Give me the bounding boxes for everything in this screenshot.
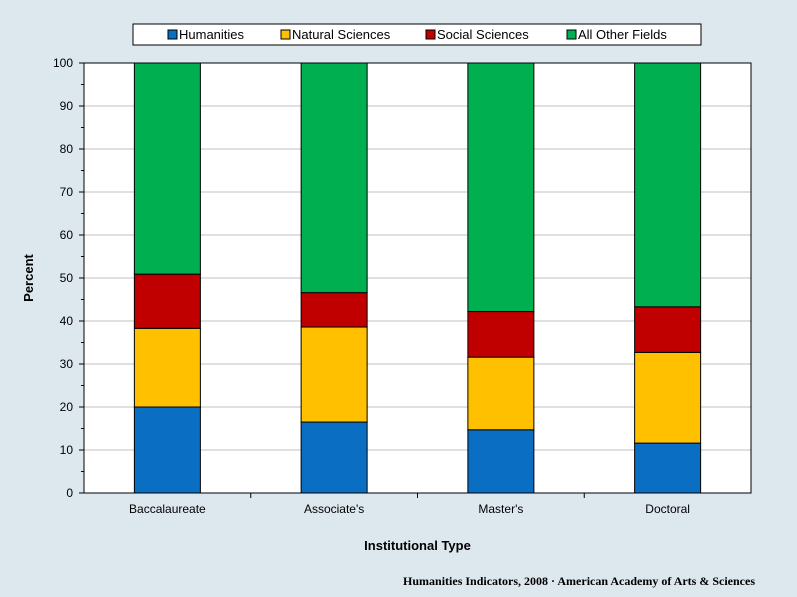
x-tick-label: Baccalaureate [129,502,206,516]
bar-segment-humanities [634,442,702,494]
bar-segment-all-other-fields [300,62,368,294]
y-tick-label: 40 [60,314,74,328]
bar-segment-social-sciences [300,292,368,328]
legend-swatch-all-other-fields [566,29,577,40]
y-tick-labels: 0 10 20 30 40 50 60 70 80 90 100 [53,56,73,500]
y-tick-label: 30 [60,357,74,371]
x-axis-title: Institutional Type [364,538,471,553]
legend-label-natural-sciences: Natural Sciences [292,27,391,42]
bar-segment-humanities [133,406,201,494]
bar-segment-natural-sciences [467,356,535,431]
plot-border [83,62,752,494]
bar-segment-all-other-fields [133,62,201,275]
y-tick-label: 80 [60,142,74,156]
bar-segment-social-sciences [634,306,702,353]
y-tick-label: 10 [60,443,74,457]
legend-label-all-other-fields: All Other Fields [578,27,667,42]
y-tick-label: 70 [60,185,74,199]
legend-swatch-natural-sciences [280,29,291,40]
x-tick-label: Doctoral [645,502,690,516]
bar-segment-humanities [467,429,535,494]
y-tick-label: 60 [60,228,74,242]
bars [133,62,702,494]
y-tick-label: 90 [60,99,74,113]
x-tick-labels: Baccalaureate Associate's Master's Doctoral [129,502,690,516]
bar-segment-humanities [300,421,368,494]
bar-segment-natural-sciences [634,351,702,444]
bar-segment-all-other-fields [634,62,702,308]
bar-segment-natural-sciences [133,327,201,408]
y-tick-label: 0 [66,486,73,500]
y-tick-label: 20 [60,400,74,414]
legend-swatch-humanities [167,29,178,40]
legend-label-humanities: Humanities [179,27,245,42]
y-tick-label: 50 [60,271,74,285]
legend-label-social-sciences: Social Sciences [437,27,529,42]
legend-box [132,23,702,46]
bar-segment-all-other-fields [467,62,535,313]
axes [79,62,752,498]
bar-segment-natural-sciences [300,326,368,423]
y-axis-title: Percent [21,253,36,301]
y-tick-label: 100 [53,56,73,70]
x-tick-label: Master's [478,502,523,516]
legend: Humanities Natural Sciences Social Science… [132,23,702,46]
bar-segment-social-sciences [133,273,201,329]
source-credit: Humanities Indicators, 2008 · American A… [403,574,755,588]
bar-segment-social-sciences [467,311,535,358]
x-tick-label: Associate's [304,502,364,516]
legend-swatch-social-sciences [425,29,436,40]
